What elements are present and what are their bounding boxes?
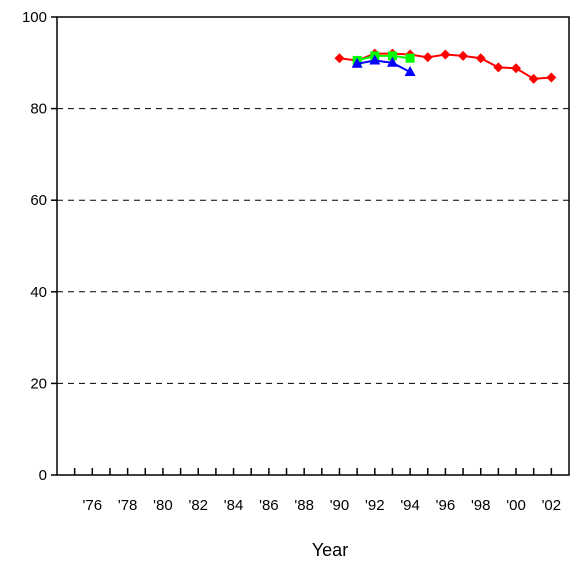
x-tick-label-1996: '96 bbox=[436, 497, 456, 514]
y-axis-ticks: 0 20 40 60 80 100 bbox=[22, 9, 57, 484]
x-tick-label-1998: '98 bbox=[471, 497, 491, 514]
series-1-point-1995 bbox=[422, 52, 433, 63]
x-tick-label-1982: '82 bbox=[188, 497, 208, 514]
x-tick-label-1984: '84 bbox=[224, 497, 244, 514]
series-3-point-1993 bbox=[386, 56, 398, 67]
series-1-point-2002 bbox=[546, 72, 557, 83]
series-3-point-1991 bbox=[351, 57, 363, 68]
x-tick-label-1986: '86 bbox=[259, 497, 279, 514]
series-2-point-1993 bbox=[387, 51, 397, 61]
x-tick-label-1990: '90 bbox=[330, 497, 350, 514]
series-1-point-1998 bbox=[475, 53, 486, 64]
series-1-point-2001 bbox=[528, 73, 539, 84]
series-1-point-1990 bbox=[334, 53, 345, 64]
series-1-point-1999 bbox=[493, 62, 504, 73]
plot-area bbox=[56, 16, 570, 476]
series-layer bbox=[334, 48, 557, 84]
y-tick-label-0: 0 bbox=[39, 467, 47, 484]
y-tick-label-80: 80 bbox=[30, 101, 47, 118]
y-tick-label-60: 60 bbox=[30, 192, 47, 209]
series-3-line bbox=[356, 59, 411, 73]
x-axis-ticks: '76 '78 '80 '82 '84 '86 '88 '90 '92 '94 '96 '98 '00 '… bbox=[73, 468, 562, 514]
series-1-point-1996 bbox=[440, 49, 451, 60]
series-2-point-1994 bbox=[405, 53, 415, 63]
series-2-line bbox=[356, 54, 411, 62]
y-tick-label-20: 20 bbox=[30, 375, 47, 392]
x-tick-label-1992: '92 bbox=[365, 497, 385, 514]
x-tick-label-1994: '94 bbox=[400, 497, 420, 514]
series-3-point-1994 bbox=[404, 65, 416, 76]
x-axis-title: Year bbox=[312, 540, 348, 560]
x-tick-label-1976: '76 bbox=[83, 497, 103, 514]
y-tick-label-100: 100 bbox=[22, 9, 47, 26]
y-tick-label-40: 40 bbox=[30, 284, 47, 301]
x-tick-label-1988: '88 bbox=[294, 497, 314, 514]
x-tick-label-2002: '02 bbox=[542, 497, 562, 514]
series-1-point-2000 bbox=[511, 63, 522, 74]
grid-lines bbox=[57, 108, 569, 384]
series-3-point-1992 bbox=[369, 54, 381, 65]
x-tick-label-2000: '00 bbox=[506, 497, 526, 514]
x-tick-label-1978: '78 bbox=[118, 497, 138, 514]
series-1-point-1997 bbox=[458, 50, 469, 61]
x-tick-label-1980: '80 bbox=[153, 497, 173, 514]
